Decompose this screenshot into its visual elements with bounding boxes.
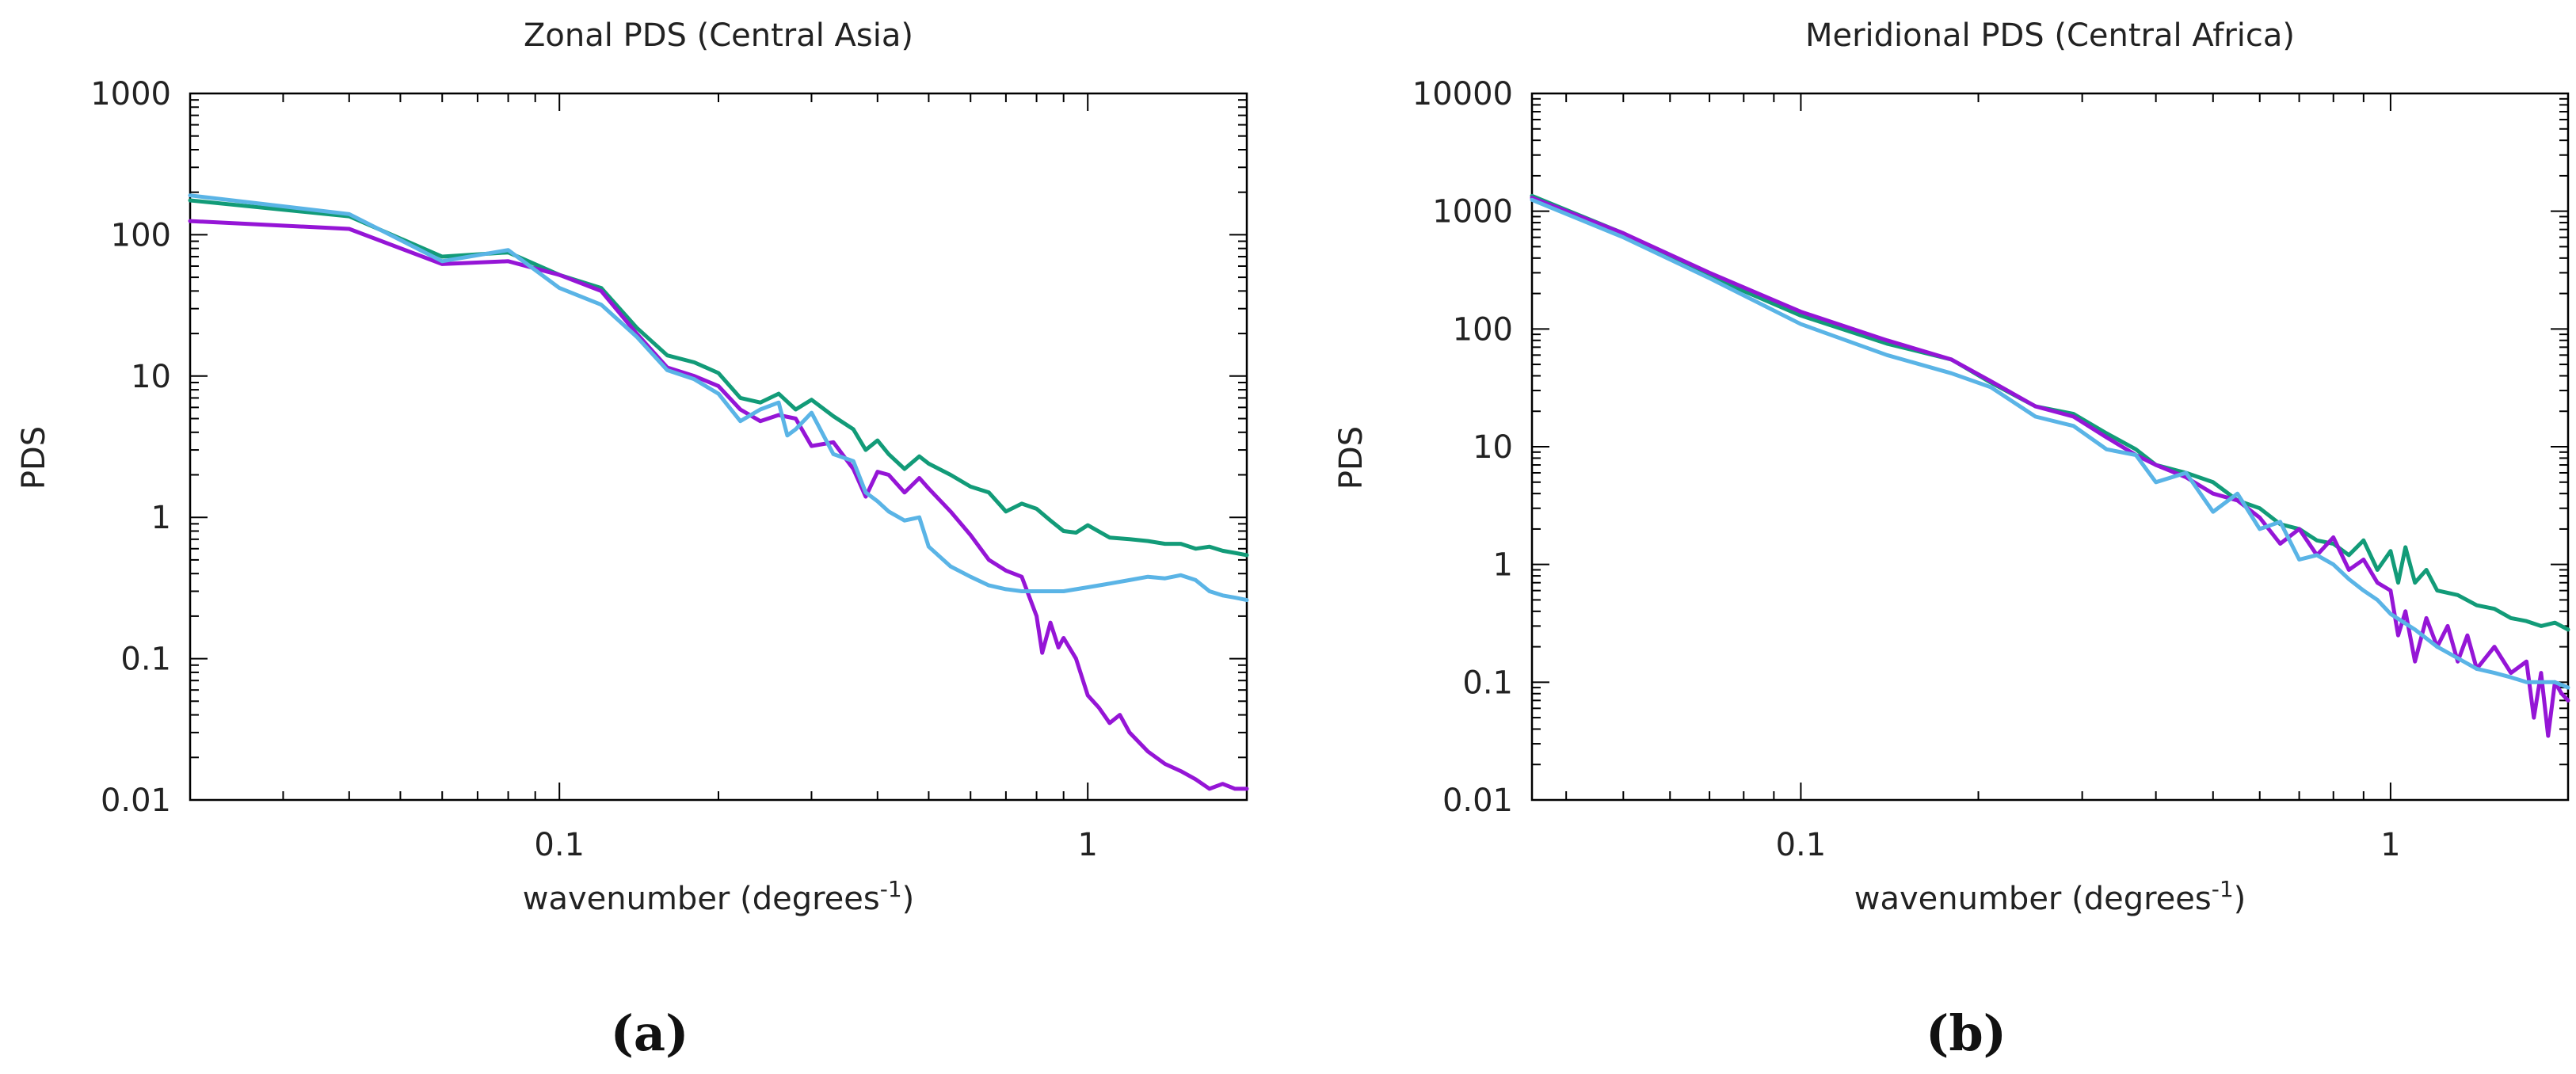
chart-panel-b: Meridional PDS (Central Africa)0.1 110000… (1333, 17, 2570, 1062)
x-axis-label: wavenumber (degrees-1) (1854, 876, 2246, 917)
x-minor-ticks (189, 93, 1248, 800)
chart-title: Meridional PDS (Central Africa) (1805, 17, 2295, 54)
y-tick-label: 1 (1493, 547, 1513, 584)
x-minor-ticks (1565, 93, 2569, 800)
y-tick-label: 0.1 (120, 642, 171, 678)
x-tick-label: 0.1 (534, 827, 585, 863)
series-line-blue (1530, 197, 2570, 690)
y-tick-label: 1000 (1432, 194, 1513, 230)
panel-caption: (a) (611, 1004, 689, 1062)
x-tick-label: 0.1 (1776, 827, 1827, 863)
y-tick-label: 10 (131, 359, 171, 395)
y-minor-ticks (1532, 97, 2568, 766)
y-tick-label: 0.01 (1442, 783, 1513, 819)
panel-caption: (b) (1926, 1004, 2006, 1062)
series-line-blue (188, 193, 1249, 603)
y-tick-label: 0.1 (1462, 665, 1513, 701)
plot-frame (1530, 92, 2570, 802)
x-tick-label: 1 (1077, 827, 1097, 863)
y-tick-label: 100 (1453, 311, 1513, 348)
y-axis-label: PDS (1333, 426, 1370, 489)
y-axis-label: PDS (16, 426, 52, 489)
y-tick-label: 1000 (90, 76, 171, 112)
chart-title: Zonal PDS (Central Asia) (524, 17, 913, 54)
chart-panel-a: Zonal PDS (Central Asia) 0.1 1 1000 100 10 1 0.… (16, 17, 1249, 1062)
y-tick-label: 10 (1473, 429, 1513, 466)
series-line-green (188, 198, 1249, 558)
series-line-purple (188, 219, 1249, 791)
x-axis-label: wavenumber (degrees-1) (523, 876, 915, 917)
series-line-purple (1530, 196, 2570, 738)
y-tick-label: 10000 (1412, 76, 1513, 112)
y-tick-label: 100 (111, 217, 171, 253)
y-minor-ticks (190, 99, 1247, 759)
x-tick-label: 1 (2380, 827, 2400, 863)
y-tick-label: 0.01 (101, 783, 171, 819)
y-tick-label: 1 (151, 500, 171, 536)
